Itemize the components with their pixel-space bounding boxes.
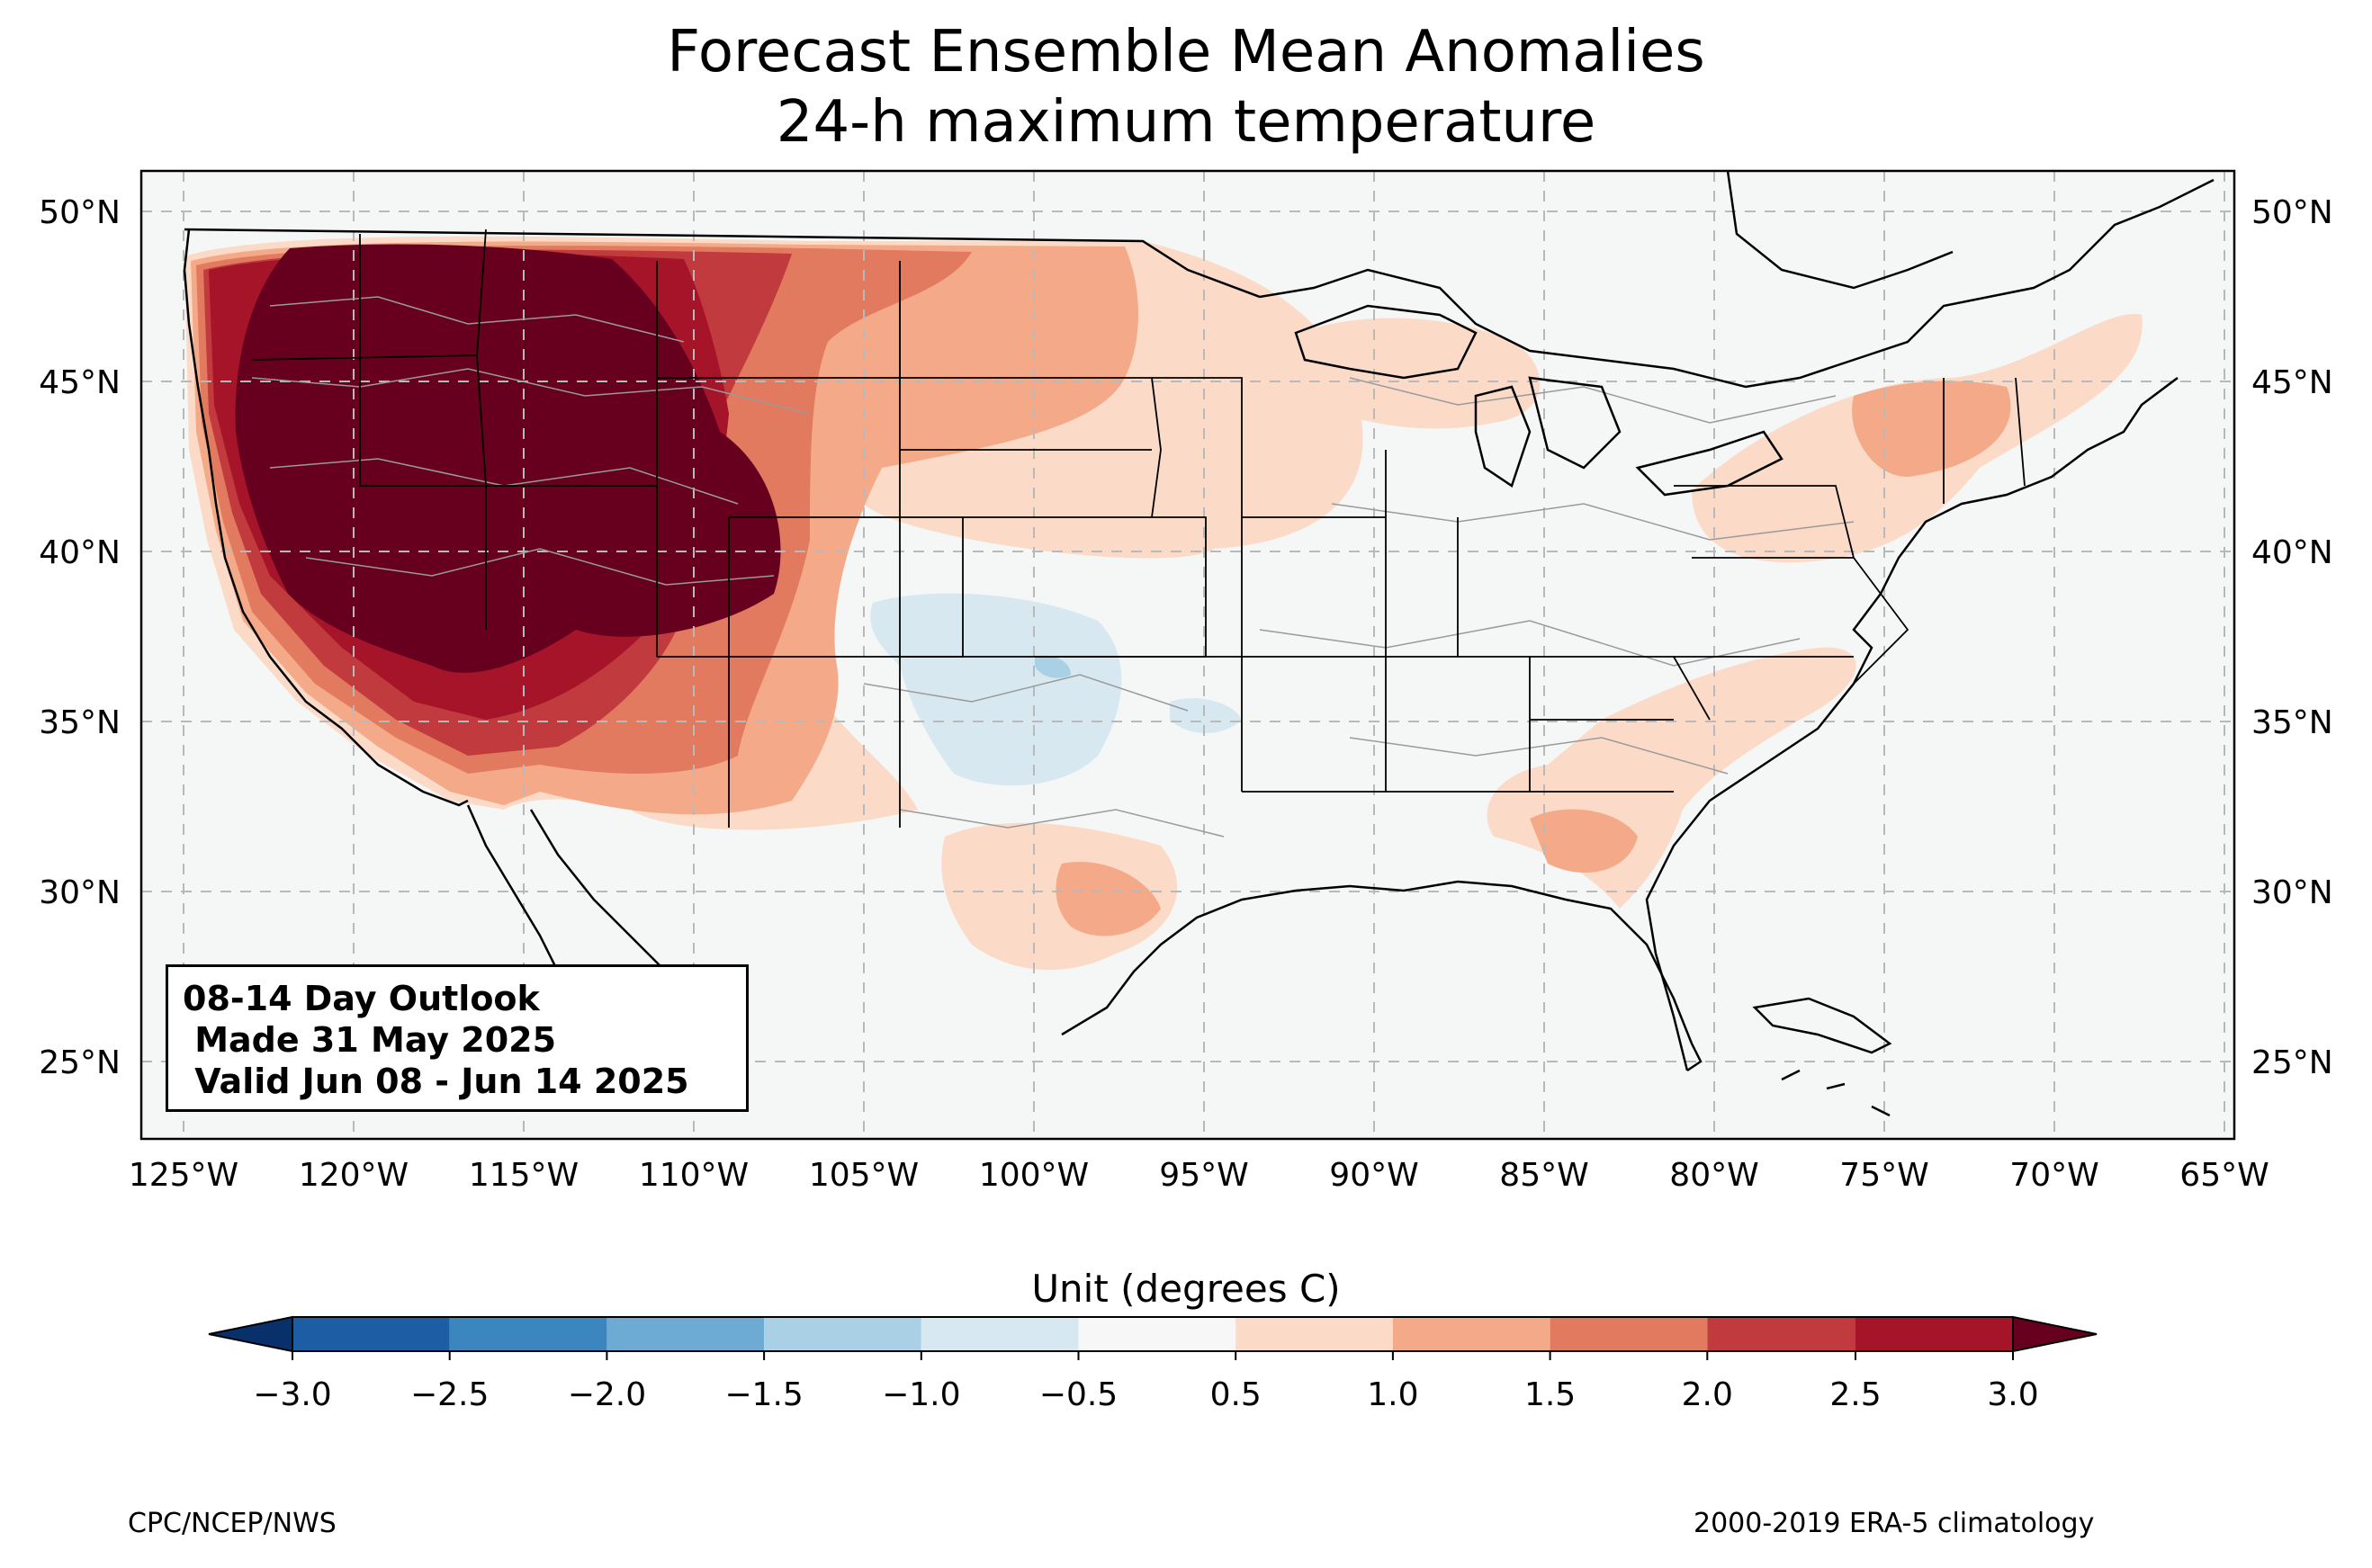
colorbar-bin — [1235, 1317, 1393, 1351]
colorbar-label: 2.0 — [1682, 1376, 1733, 1413]
canada-border — [184, 178, 2215, 389]
map-frame — [139, 169, 2236, 1141]
colorbar-label: 2.5 — [1829, 1376, 1881, 1413]
colorbar-label: 3.0 — [1987, 1376, 2038, 1413]
lat-tick-labels-left: 25°N 30°N 35°N 40°N 45°N 50°N — [39, 194, 121, 1081]
colorbar-label: 1.5 — [1524, 1376, 1576, 1413]
outlook-period: 08-14 Day Outlook — [183, 979, 540, 1018]
colorbar-extend-low — [208, 1315, 293, 1353]
colorbar-frame — [292, 1316, 2014, 1352]
colorbar-title: Unit (degrees C) — [1031, 1267, 1341, 1311]
lat-tick-label: 50°N — [2251, 194, 2333, 231]
anomaly-1.0-1.5-georgia — [1530, 809, 1638, 873]
colorbar-bin — [1392, 1317, 1550, 1351]
lat-tick-label: 45°N — [39, 364, 121, 401]
lon-tick-label: 115°W — [469, 1157, 579, 1194]
colorbar-label: −2.5 — [410, 1376, 489, 1413]
colorbar-bin — [1550, 1317, 1708, 1351]
anomaly-minus-0.5-1.0 — [870, 593, 1122, 786]
lon-tick-label: 90°W — [1329, 1157, 1418, 1194]
lon-tick-label: 95°W — [1159, 1157, 1248, 1194]
lat-tick-label: 25°N — [39, 1044, 121, 1081]
colorbar-bin — [606, 1317, 765, 1351]
lon-tick-label: 110°W — [639, 1157, 749, 1194]
lat-tick-label: 30°N — [39, 874, 121, 911]
map-field — [141, 171, 2234, 1139]
lat-tick-label: 40°N — [39, 534, 121, 571]
gridlines — [141, 171, 2234, 1139]
colorbar-ticks — [292, 1351, 2014, 1360]
colorbar-bin — [764, 1317, 921, 1351]
state-lines — [251, 228, 2026, 828]
lon-tick-label: 120°W — [299, 1157, 409, 1194]
lon-tick-label: 125°W — [129, 1157, 238, 1194]
lon-tick-label: 65°W — [2179, 1157, 2269, 1194]
map-subtitle: 24-h maximum temperature — [776, 89, 1596, 156]
lon-tick-label: 85°W — [1499, 1157, 1588, 1194]
bahamas — [1781, 1069, 1891, 1117]
outlook-info-box: 08-14 Day Outlook Made 31 May 2025 Valid… — [166, 964, 749, 1112]
anomaly-1.0-1.5-northeast — [1852, 381, 2011, 477]
colorbar-bin — [449, 1317, 607, 1351]
hudson-bay-edge — [1726, 171, 1954, 290]
colorbar-extend-high — [2012, 1315, 2098, 1353]
colorbar-label: −1.0 — [882, 1376, 960, 1413]
colorbar: −3.0 −2.5 −2.0 −1.5 −1.0 −0.5 0.5 1.0 1.… — [208, 1315, 2098, 1413]
colorbar-label: −0.5 — [1039, 1376, 1118, 1413]
lat-tick-label: 40°N — [2251, 534, 2333, 571]
anomaly-minus-1.0-1.5 — [1035, 655, 1071, 678]
outlook-made-date: Made 31 May 2025 — [183, 1020, 557, 1060]
lon-tick-label: 75°W — [1839, 1157, 1928, 1194]
colorbar-bin — [921, 1317, 1079, 1351]
colorbar-bin — [1707, 1317, 1864, 1351]
cuba-outline — [1752, 997, 1892, 1054]
west-coast — [183, 228, 469, 807]
colorbar-label: 1.0 — [1367, 1376, 1418, 1413]
atlantic-coast — [1645, 377, 2179, 1071]
lat-tick-label: 35°N — [2251, 704, 2333, 741]
lon-tick-label: 80°W — [1669, 1157, 1758, 1194]
lat-tick-label: 50°N — [39, 194, 121, 231]
lon-tick-label: 105°W — [809, 1157, 919, 1194]
lat-tick-labels-right: 25°N 30°N 35°N 40°N 45°N 50°N — [2251, 194, 2333, 1081]
anomaly-minus-0.5-1.0-small — [1170, 698, 1242, 733]
lat-tick-label: 35°N — [39, 704, 121, 741]
footer-climatology: 2000-2019 ERA-5 climatology — [1694, 1508, 2095, 1539]
great-lakes-outline — [1294, 304, 1783, 497]
gulf-coast — [1061, 880, 1703, 1072]
outlook-valid-range: Valid Jun 08 - Jun 14 2025 — [183, 1062, 689, 1101]
lat-tick-label: 30°N — [2251, 874, 2333, 911]
lat-tick-label: 25°N — [2251, 1044, 2333, 1081]
anomaly-0.5-1.0-great-lakes — [1278, 318, 1541, 429]
colorbar-label: 0.5 — [1210, 1376, 1262, 1413]
map-title: Forecast Ensemble Mean Anomalies — [667, 19, 1705, 85]
anomaly-above-3.0 — [235, 244, 781, 673]
colorbar-bin — [1078, 1317, 1236, 1351]
lon-tick-labels: 125°W 120°W 115°W 110°W 105°W 100°W 95°W… — [129, 1157, 2269, 1194]
lon-tick-label: 70°W — [2009, 1157, 2098, 1194]
colorbar-label: −3.0 — [253, 1376, 331, 1413]
lat-tick-label: 45°N — [2251, 364, 2333, 401]
lon-tick-label: 100°W — [979, 1157, 1089, 1194]
anomaly-1.0-1.5-texas — [1056, 862, 1161, 936]
colorbar-label: −1.5 — [724, 1376, 803, 1413]
colorbar-bin — [292, 1317, 450, 1351]
colorbar-bin — [1855, 1317, 2013, 1351]
colorbar-label: −2.0 — [568, 1376, 646, 1413]
footer-source: CPC/NCEP/NWS — [128, 1508, 337, 1539]
